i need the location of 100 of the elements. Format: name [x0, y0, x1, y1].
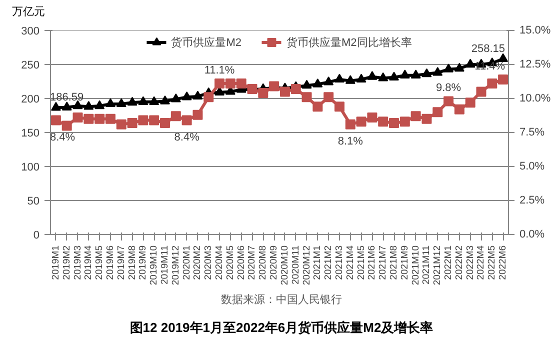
y-tick-label: 300 [21, 26, 40, 38]
y-tick-label: 50 [27, 196, 40, 208]
point [116, 119, 126, 130]
point [465, 58, 476, 68]
point [367, 112, 378, 123]
point [214, 78, 225, 89]
point [498, 53, 508, 62]
point [410, 70, 421, 78]
point [84, 114, 94, 124]
x-tick-label: 2021M5 [356, 245, 367, 280]
point [432, 107, 443, 118]
y2-tick-label: 7.5% [520, 126, 545, 138]
x-tick-label: 2019M6 [104, 245, 116, 280]
point [182, 115, 192, 126]
point [149, 96, 160, 105]
point [280, 86, 290, 97]
point [400, 116, 410, 127]
data-label: 9.8% [436, 82, 462, 94]
point [422, 68, 432, 78]
point [160, 96, 170, 104]
point [62, 102, 72, 110]
point [116, 98, 126, 108]
point [356, 74, 366, 83]
x-tick-label: 2019M1 [50, 245, 62, 280]
point [225, 78, 236, 89]
point [334, 102, 344, 112]
point [312, 78, 323, 88]
y-axis-title: 万亿元 [12, 5, 45, 20]
point [127, 96, 138, 106]
y2-tick-label: 15.0% [520, 24, 551, 36]
point [378, 72, 388, 82]
point [476, 86, 486, 97]
point [62, 120, 72, 131]
y-tick-label: 100 [21, 162, 40, 174]
y-tick-label: 200 [21, 94, 40, 106]
data-label: 11.1% [204, 64, 235, 77]
text: 图12 2019年1月至2022年6月货币供应量M2及增长率 [130, 319, 434, 337]
point [204, 92, 214, 102]
x-tick-label: 2021M10 [410, 245, 422, 286]
x-tick-label: 2020M10 [279, 245, 290, 286]
x-tick-label: 2020M11 [290, 245, 302, 284]
point [94, 114, 105, 124]
point [465, 98, 476, 108]
point [302, 80, 312, 89]
x-tick-label: 2019M12 [170, 245, 182, 286]
x-tick-label: 2021M8 [388, 245, 400, 280]
x-tick-label: 2019M10 [148, 245, 160, 286]
x-tick-label: 2019M9 [138, 245, 149, 280]
point [182, 91, 192, 100]
x-tick-label: 2019M11 [160, 245, 170, 284]
point [160, 118, 170, 128]
legend-label: 货币供应量M2 [171, 36, 242, 50]
point [444, 96, 454, 106]
point [487, 78, 498, 89]
data-label: 258.15 [471, 42, 506, 55]
y2-tick-label: 0.0% [520, 228, 545, 240]
x-tick-label: 2021M7 [378, 245, 389, 280]
x-tick-label: 2022M1 [443, 245, 454, 280]
x-tick-label: 2020M4 [214, 245, 226, 280]
point [345, 75, 356, 84]
point [389, 118, 399, 128]
x-tick-label: 2020M1 [181, 245, 192, 280]
point [94, 100, 105, 110]
point [400, 70, 410, 78]
x-tick-label: 2021M4 [344, 245, 356, 280]
x-tick-label: 2022M4 [476, 245, 487, 280]
point [290, 84, 301, 94]
y2-tick-label: 5.0% [520, 160, 545, 172]
x-tick-label: 2020M9 [268, 245, 280, 280]
point [50, 102, 61, 111]
point [422, 114, 432, 124]
legend-label: 货币供应量M2同比增长率 [286, 36, 412, 50]
y2-tick-label: 12.5% [520, 58, 551, 70]
y-tick-label: 150 [21, 128, 40, 140]
point [105, 98, 116, 108]
x-tick-label: 2022M3 [464, 245, 476, 280]
x-tick-label: 2021M1 [312, 245, 324, 280]
point [378, 116, 388, 127]
point [72, 112, 83, 123]
point [356, 116, 366, 127]
point [302, 92, 312, 102]
x-tick-label: 2019M8 [126, 245, 138, 280]
point [192, 110, 203, 120]
point [324, 92, 334, 102]
x-tick-label: 2021M6 [366, 245, 378, 280]
x-tick-label: 2019M5 [94, 245, 106, 280]
x-tick-label: 2020M5 [224, 245, 236, 280]
point [105, 114, 116, 124]
x-tick-label: 2019M2 [61, 245, 72, 280]
point [324, 76, 334, 86]
x-tick-label: 2020M6 [236, 245, 247, 280]
point [444, 64, 454, 72]
point [334, 74, 344, 83]
y-tick-label: 0 [33, 230, 40, 242]
point [258, 88, 268, 98]
point [454, 104, 464, 114]
point [84, 100, 94, 110]
x-tick-label: 2019M7 [116, 245, 127, 280]
x-tick-label: 2021M11 [421, 245, 432, 284]
point [454, 62, 464, 72]
